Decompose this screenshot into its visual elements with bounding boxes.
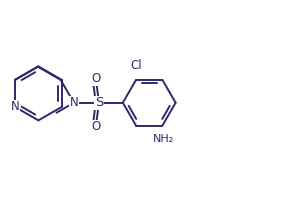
Text: N: N	[70, 96, 78, 109]
Text: N: N	[11, 100, 19, 113]
Text: S: S	[95, 96, 103, 109]
Text: NH₂: NH₂	[153, 134, 174, 144]
Text: Cl: Cl	[130, 59, 142, 72]
Text: O: O	[91, 72, 101, 85]
Text: O: O	[91, 120, 101, 133]
